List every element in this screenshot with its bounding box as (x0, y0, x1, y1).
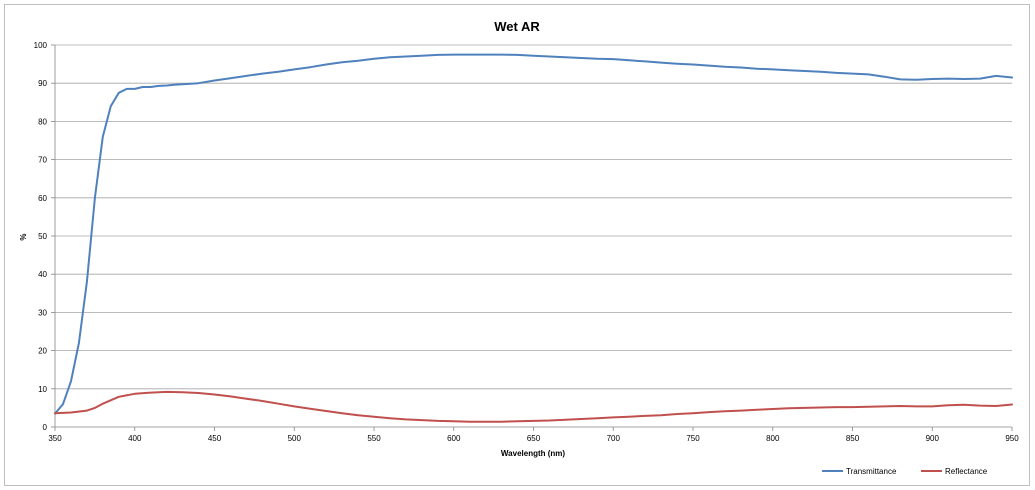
gridlines (55, 44, 1012, 390)
x-tick-label: 500 (288, 434, 302, 443)
y-axis-title: % (19, 233, 28, 240)
x-tick-label: 750 (686, 434, 700, 443)
x-tick-label: 950 (1005, 434, 1019, 443)
y-tick-label: 80 (38, 117, 47, 126)
y-tick-label: 30 (38, 308, 47, 317)
x-tick-labels: 350 400 450 500 550 600 650 700 750 800 850 900 950 (48, 434, 1019, 443)
y-tick-label: 40 (38, 270, 47, 279)
chart-title: Wet AR (494, 19, 540, 34)
x-tick-label: 400 (128, 434, 142, 443)
y-tick-label: 90 (38, 79, 47, 88)
x-tick-label: 450 (208, 434, 222, 443)
x-tick-label: 900 (926, 434, 940, 443)
x-tick-label: 850 (846, 434, 860, 443)
x-tick-label: 800 (766, 434, 780, 443)
y-tick-label: 0 (43, 423, 48, 432)
x-tick-label: 600 (447, 434, 461, 443)
x-tick-label: 700 (607, 434, 621, 443)
legend-label-reflectance: Reflectance (945, 467, 988, 476)
series-lines (54, 53, 1013, 423)
y-tick-label: 50 (38, 232, 47, 241)
y-tick-label: 10 (38, 385, 47, 394)
series-line-reflectance (54, 390, 1013, 423)
legend: Transmittance Reflectance (822, 467, 988, 476)
series-line-transmittance (54, 53, 1013, 415)
y-tick-label: 70 (38, 156, 47, 165)
y-tick-label: 20 (38, 347, 47, 356)
x-axis-title: Wavelength (nm) (501, 449, 565, 458)
y-tick-label: 100 (34, 41, 48, 50)
x-tick-label: 550 (367, 434, 381, 443)
x-tick-label: 650 (527, 434, 541, 443)
y-tick-label: 60 (38, 194, 47, 203)
y-tick-labels: 0 10 20 30 40 50 60 70 80 90 100 (34, 41, 48, 432)
x-tick-label: 350 (48, 434, 62, 443)
axes (51, 44, 1013, 431)
legend-label-transmittance: Transmittance (846, 467, 897, 476)
